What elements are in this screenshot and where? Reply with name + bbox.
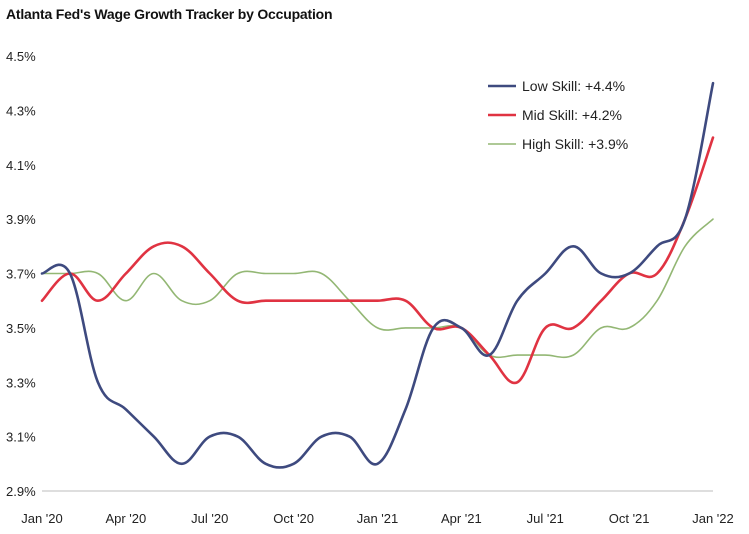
chart-title: Atlanta Fed's Wage Growth Tracker by Occ… (6, 6, 333, 22)
series-line-high-skill (41, 218, 714, 359)
y-tick-label: 3.3% (6, 375, 36, 390)
series-line-mid-skill (40, 136, 715, 385)
y-tick-label: 3.1% (6, 430, 36, 445)
x-tick-label: Jul '21 (527, 511, 564, 526)
x-tick-label: Oct '21 (609, 511, 650, 526)
series-line-low-skill (40, 81, 715, 469)
y-tick-label: 3.7% (6, 267, 36, 282)
x-tick-label: Oct '20 (273, 511, 314, 526)
y-tick-label: 4.3% (6, 103, 36, 118)
legend-label: High Skill: +3.9% (522, 136, 628, 152)
y-tick-label: 2.9% (6, 484, 36, 499)
y-tick-label: 3.9% (6, 212, 36, 227)
x-tick-label: Jan '22 (692, 511, 734, 526)
y-tick-label: 3.5% (6, 321, 36, 336)
legend-label: Low Skill: +4.4% (522, 78, 625, 94)
legend: Low Skill: +4.4% Mid Skill: +4.2% High Ski… (488, 78, 628, 152)
x-axis: Jan '20 Apr '20 Jul '20 Oct '20 Jan '21 Apr '… (21, 490, 734, 526)
x-tick-label: Jan '20 (21, 511, 63, 526)
y-axis: 2.9% 3.1% 3.3% 3.5% 3.7% 3.9% 4.1% 4.3% 4.5% (6, 49, 36, 499)
legend-label: Mid Skill: +4.2% (522, 107, 622, 123)
y-tick-label: 4.5% (6, 49, 36, 64)
x-tick-label: Jan '21 (357, 511, 399, 526)
series-lines (40, 81, 715, 469)
x-tick-label: Apr '20 (105, 511, 146, 526)
y-tick-label: 4.1% (6, 158, 36, 173)
x-tick-label: Jul '20 (191, 511, 228, 526)
x-tick-label: Apr '21 (441, 511, 482, 526)
